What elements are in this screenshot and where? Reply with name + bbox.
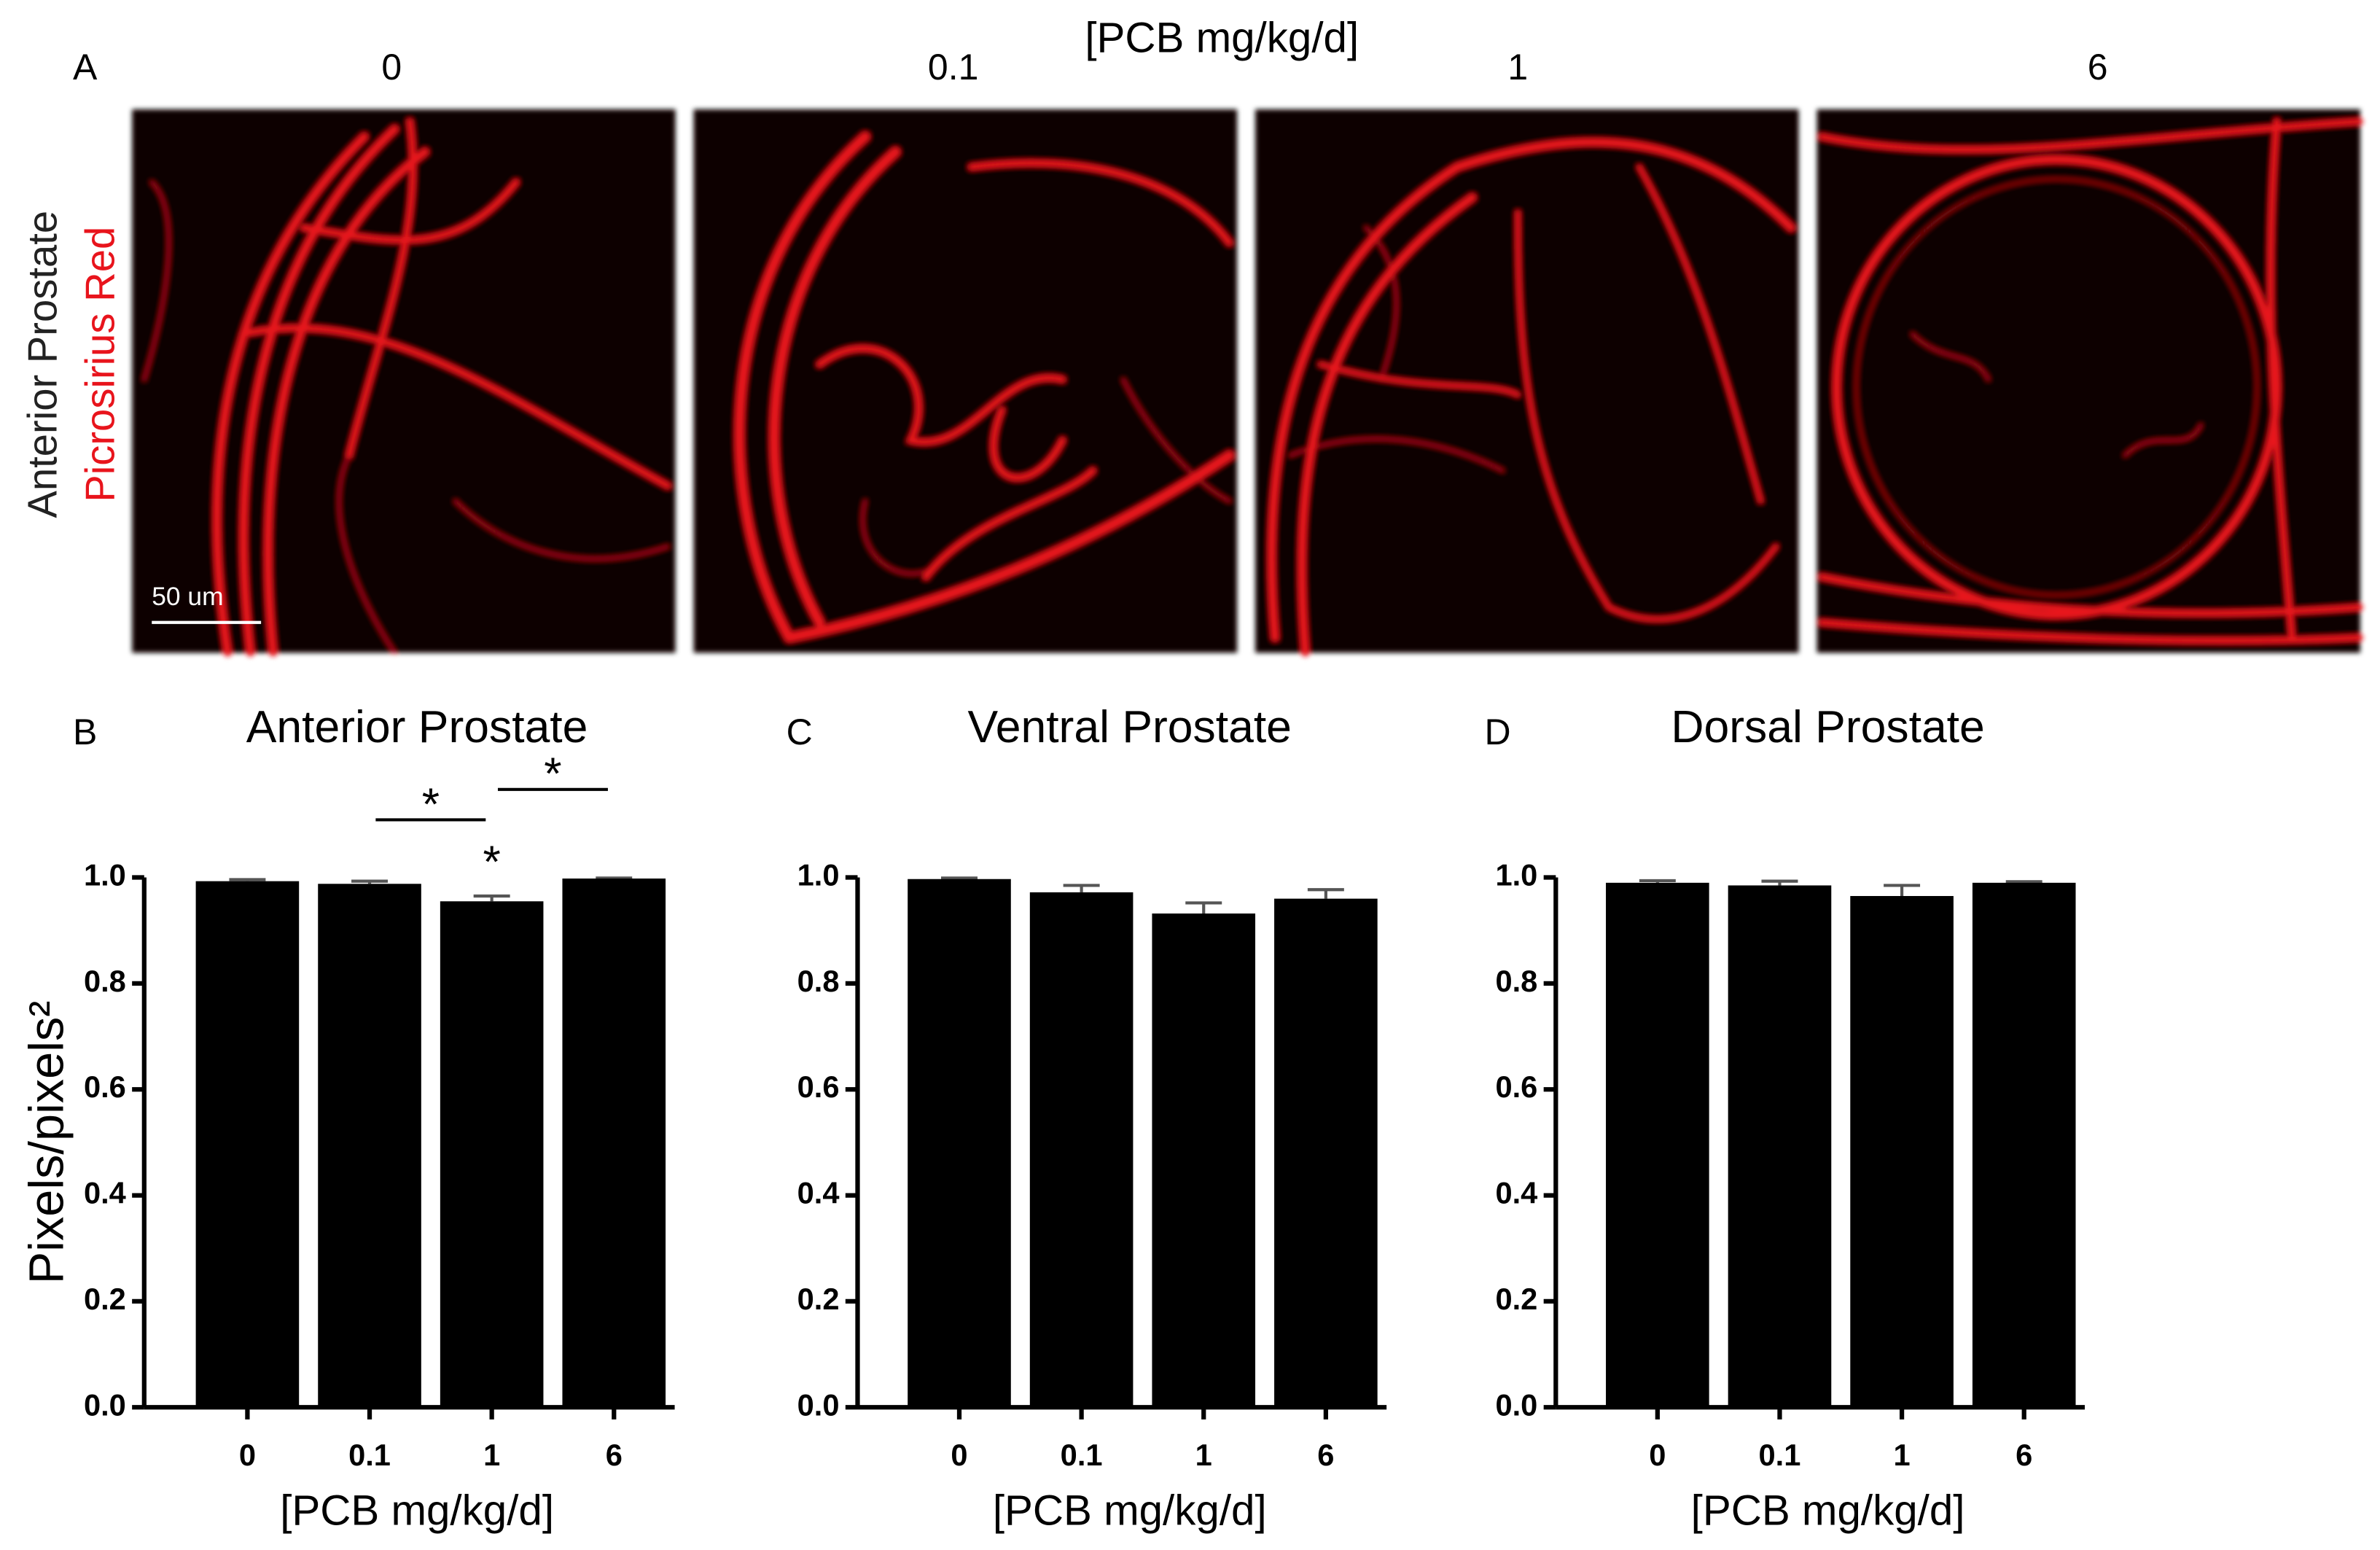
micrograph: [132, 109, 676, 657]
dose-label: 6: [2088, 47, 2108, 87]
dose-label: 0: [381, 47, 402, 87]
x-tick-label: 6: [606, 1438, 623, 1472]
bar: [1972, 882, 2076, 1408]
y-tick-label: 0.4: [797, 1176, 840, 1210]
bar: [908, 879, 1011, 1408]
y-tick-label: 1.0: [1495, 858, 1537, 892]
y-tick-label: 0.6: [84, 1070, 126, 1104]
x-tick-label: 0.1: [1759, 1438, 1801, 1472]
y-tick-label: 0.0: [797, 1387, 840, 1422]
y-tick-label: 1.0: [84, 858, 126, 892]
micrograph: [1255, 109, 1799, 657]
bar: [1029, 892, 1134, 1408]
micrograph: [1817, 109, 2364, 653]
panel-label: C: [787, 712, 813, 752]
significance-label: *: [544, 749, 561, 800]
stain-label: Picrosirius Red: [77, 227, 122, 502]
y-tick-label: 0.2: [797, 1282, 840, 1316]
dose-label: 0.1: [928, 47, 978, 87]
x-tick-label: 0: [239, 1438, 256, 1472]
micrographs: [132, 109, 2364, 657]
row-label: Anterior Prostate: [19, 211, 65, 518]
x-axis-label: [PCB mg/kg/d]: [1691, 1487, 1965, 1534]
x-tick-label: 0.1: [348, 1438, 391, 1472]
x-axis-label: [PCB mg/kg/d]: [993, 1487, 1267, 1534]
x-tick-label: 0.1: [1061, 1438, 1103, 1472]
y-tick-label: 0.8: [84, 964, 126, 998]
dose-label: 1: [1507, 47, 1528, 87]
bar: [195, 881, 300, 1408]
significance-label: *: [483, 836, 500, 887]
bar: [1274, 898, 1378, 1408]
y-tick-label: 0.4: [1495, 1176, 1537, 1210]
x-tick-label: 6: [2016, 1438, 2032, 1472]
bar: [562, 879, 666, 1408]
bar: [1850, 895, 1954, 1408]
y-tick-label: 1.0: [797, 858, 840, 892]
bar: [1728, 885, 1832, 1408]
y-tick-label: 0.2: [84, 1282, 126, 1316]
bar: [1606, 882, 1709, 1408]
y-tick-label: 0.0: [84, 1387, 126, 1422]
y-tick-label: 0.6: [797, 1070, 840, 1104]
y-axis-label: Pixels/pixels²: [20, 1001, 74, 1285]
y-tick-label: 0.8: [797, 964, 840, 998]
x-tick-label: 0: [951, 1438, 967, 1472]
chart-title: Ventral Prostate: [968, 701, 1292, 752]
micrograph-header: [PCB mg/kg/d]: [1085, 15, 1359, 62]
bar: [318, 884, 421, 1408]
x-tick-label: 0: [1649, 1438, 1666, 1472]
panel-label: B: [73, 712, 97, 752]
scale-bar-label: 50 um: [152, 583, 223, 611]
y-tick-label: 0.4: [84, 1176, 126, 1210]
x-tick-label: 1: [1894, 1438, 1911, 1472]
chart-title: Anterior Prostate: [246, 701, 588, 752]
x-tick-label: 6: [1317, 1438, 1334, 1472]
chart-title: Dorsal Prostate: [1671, 701, 1984, 752]
y-tick-label: 0.8: [1495, 964, 1537, 998]
bar: [440, 901, 544, 1408]
micrograph: [693, 109, 1238, 653]
panel-label: D: [1484, 712, 1510, 752]
y-tick-label: 0.0: [1495, 1387, 1537, 1422]
significance-label: *: [422, 779, 440, 830]
y-tick-label: 0.2: [1495, 1282, 1537, 1316]
x-tick-label: 1: [1195, 1438, 1212, 1472]
bar: [1152, 913, 1256, 1408]
panel-label: A: [73, 47, 98, 87]
x-tick-label: 1: [483, 1438, 500, 1472]
x-axis-label: [PCB mg/kg/d]: [280, 1487, 554, 1534]
y-tick-label: 0.6: [1495, 1070, 1537, 1104]
